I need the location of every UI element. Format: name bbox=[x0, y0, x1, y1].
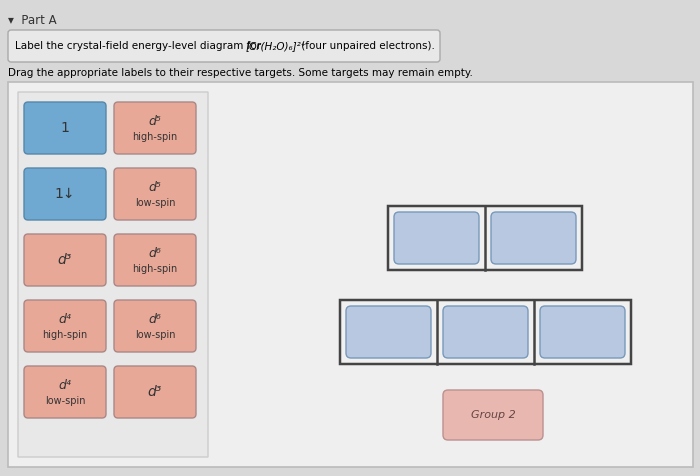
FancyBboxPatch shape bbox=[8, 82, 693, 467]
Text: d⁴: d⁴ bbox=[59, 379, 71, 392]
Text: high-spin: high-spin bbox=[132, 132, 178, 142]
Text: low-spin: low-spin bbox=[134, 198, 175, 208]
FancyBboxPatch shape bbox=[443, 390, 543, 440]
Text: high-spin: high-spin bbox=[43, 330, 88, 340]
Text: ▾  Part A: ▾ Part A bbox=[8, 14, 57, 27]
FancyBboxPatch shape bbox=[114, 366, 196, 418]
Text: high-spin: high-spin bbox=[132, 264, 178, 274]
FancyBboxPatch shape bbox=[114, 168, 196, 220]
Text: Group 1: Group 1 bbox=[511, 233, 556, 243]
Text: d⁵: d⁵ bbox=[148, 115, 162, 128]
Text: Label the crystal-field energy-level diagram for: Label the crystal-field energy-level dia… bbox=[15, 41, 265, 51]
Text: d⁶: d⁶ bbox=[148, 247, 162, 260]
Text: 1: 1 bbox=[61, 121, 69, 135]
FancyBboxPatch shape bbox=[18, 92, 208, 457]
FancyBboxPatch shape bbox=[540, 306, 625, 358]
FancyBboxPatch shape bbox=[24, 102, 106, 154]
Text: Group 2: Group 2 bbox=[470, 410, 515, 420]
Text: Group 1: Group 1 bbox=[414, 233, 459, 243]
Text: Group 1: Group 1 bbox=[463, 327, 508, 337]
FancyBboxPatch shape bbox=[24, 366, 106, 418]
Text: low-spin: low-spin bbox=[134, 330, 175, 340]
Text: Group 1: Group 1 bbox=[366, 327, 411, 337]
Text: low-spin: low-spin bbox=[45, 397, 85, 407]
Text: d³: d³ bbox=[148, 385, 162, 399]
Text: (four unpaired electrons).: (four unpaired electrons). bbox=[298, 41, 435, 51]
Text: d⁶: d⁶ bbox=[148, 313, 162, 326]
FancyBboxPatch shape bbox=[24, 168, 106, 220]
FancyBboxPatch shape bbox=[340, 300, 631, 364]
FancyBboxPatch shape bbox=[8, 30, 440, 62]
Text: d⁴: d⁴ bbox=[59, 313, 71, 326]
FancyBboxPatch shape bbox=[443, 306, 528, 358]
FancyBboxPatch shape bbox=[24, 300, 106, 352]
FancyBboxPatch shape bbox=[394, 212, 479, 264]
FancyBboxPatch shape bbox=[346, 306, 431, 358]
FancyBboxPatch shape bbox=[388, 206, 582, 270]
FancyBboxPatch shape bbox=[24, 234, 106, 286]
FancyBboxPatch shape bbox=[114, 102, 196, 154]
FancyBboxPatch shape bbox=[114, 234, 196, 286]
Text: Group 1: Group 1 bbox=[560, 327, 605, 337]
Text: [Cr(H₂O)₆]²⁺: [Cr(H₂O)₆]²⁺ bbox=[246, 41, 307, 51]
FancyBboxPatch shape bbox=[491, 212, 576, 264]
Text: d⁵: d⁵ bbox=[148, 181, 162, 194]
Text: Drag the appropriate labels to their respective targets. Some targets may remain: Drag the appropriate labels to their res… bbox=[8, 68, 473, 78]
Text: 1↓: 1↓ bbox=[55, 187, 76, 201]
Text: d³: d³ bbox=[58, 253, 72, 267]
FancyBboxPatch shape bbox=[114, 300, 196, 352]
